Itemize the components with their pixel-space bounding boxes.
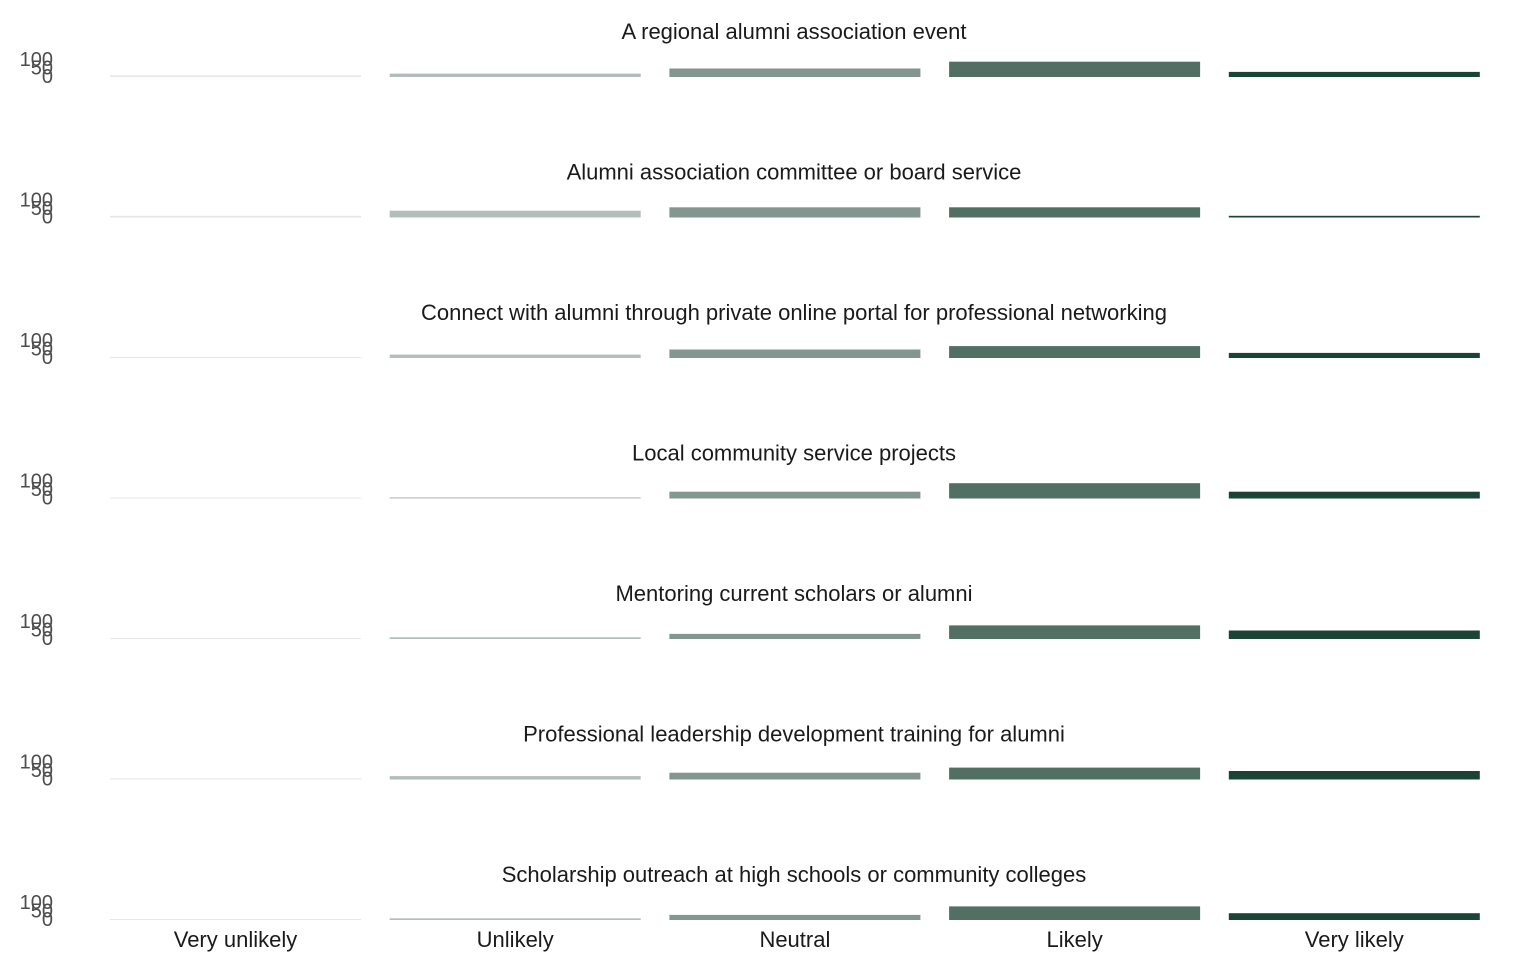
y-tick-label: 50: [31, 198, 53, 220]
bar: [949, 346, 1201, 358]
y-tick-label: 100: [20, 892, 53, 914]
bar: [1228, 71, 1480, 77]
panel-title: Mentoring current scholars or alumni: [615, 581, 972, 606]
bar: [669, 491, 921, 499]
bar: [110, 75, 361, 77]
y-tick-label: 50: [31, 760, 53, 782]
x-category-label: Unlikely: [477, 927, 554, 952]
bar: [110, 215, 361, 218]
bar: [110, 357, 361, 358]
panel-title: Professional leadership development trai…: [523, 722, 1065, 747]
bar: [389, 918, 641, 920]
bar: [1228, 491, 1480, 499]
bar: [389, 354, 641, 358]
bar: [669, 633, 921, 639]
bar: [949, 906, 1201, 920]
bar: [110, 919, 361, 920]
bar: [389, 637, 641, 639]
y-tick-label: 0: [42, 628, 53, 650]
y-tick-label: 100: [20, 190, 53, 212]
panel-title: Local community service projects: [632, 441, 956, 466]
panel-title: Connect with alumni through private onli…: [421, 300, 1167, 325]
bar: [389, 776, 641, 780]
bar: [669, 914, 921, 920]
y-tick-label: 0: [42, 207, 53, 229]
y-tick-label: 0: [42, 769, 53, 791]
y-tick-label: 100: [20, 330, 53, 352]
y-tick-label: 50: [31, 58, 53, 80]
y-tick-label: 100: [20, 752, 53, 774]
bar: [389, 497, 641, 499]
bar: [669, 349, 921, 358]
bar: [1228, 215, 1480, 218]
x-category-label: Neutral: [759, 927, 830, 952]
bar: [110, 638, 361, 639]
x-category-label: Likely: [1046, 927, 1102, 952]
bar: [1228, 630, 1480, 639]
bar: [669, 207, 921, 218]
y-tick-label: 0: [42, 66, 53, 88]
y-tick-label: 50: [31, 479, 53, 501]
x-category-label: Very unlikely: [174, 927, 298, 952]
y-tick-label: 100: [20, 611, 53, 633]
bar: [949, 483, 1201, 499]
x-category-label: Very likely: [1305, 927, 1404, 952]
bar: [110, 497, 361, 499]
panel-title: Scholarship outreach at high schools or …: [502, 862, 1087, 887]
bar: [949, 207, 1201, 218]
bar: [1228, 913, 1480, 920]
y-tick-label: 100: [20, 471, 53, 493]
bar: [389, 210, 641, 218]
panel-title: Alumni association committee or board se…: [567, 160, 1022, 185]
y-tick-label: 50: [31, 901, 53, 923]
y-tick-label: 0: [42, 909, 53, 931]
bar: [1228, 352, 1480, 358]
bar: [110, 778, 361, 780]
panel-title: A regional alumni association event: [622, 19, 967, 44]
y-tick-label: 100: [20, 49, 53, 71]
bar: [669, 68, 921, 77]
y-tick-label: 0: [42, 488, 53, 510]
y-tick-label: 0: [42, 347, 53, 369]
y-tick-label: 50: [31, 339, 53, 361]
bar: [669, 772, 921, 780]
bar: [949, 61, 1201, 77]
y-tick-label: 50: [31, 620, 53, 642]
bar: [1228, 771, 1480, 780]
bar: [949, 767, 1201, 780]
bar: [389, 73, 641, 77]
bar: [949, 625, 1201, 639]
